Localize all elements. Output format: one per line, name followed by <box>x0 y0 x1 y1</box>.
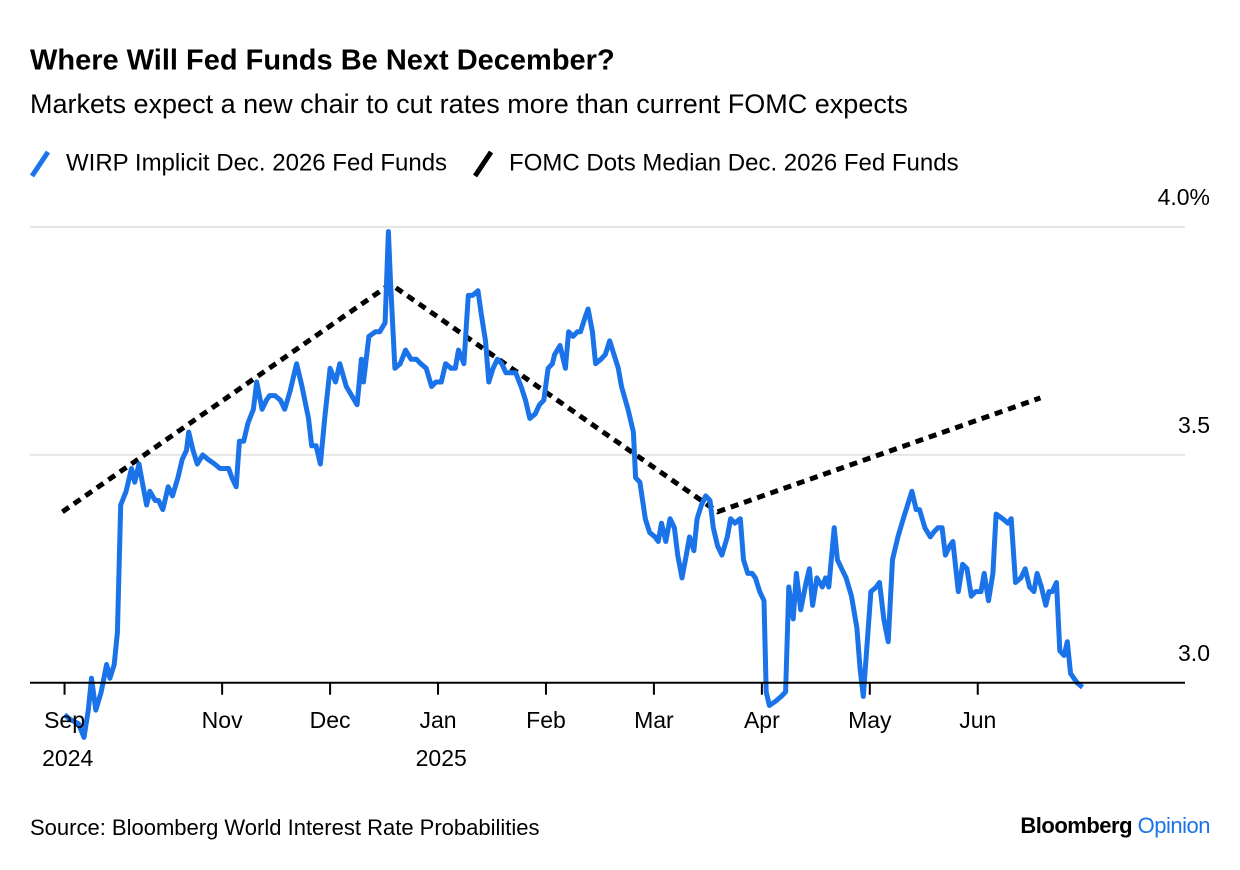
chart-title: Where Will Fed Funds Be Next December? <box>30 45 615 77</box>
chart-subtitle: Markets expect a new chair to cut rates … <box>30 89 908 119</box>
brand-suffix: Opinion <box>1138 813 1210 838</box>
x-tick-label: May <box>848 707 892 733</box>
legend-label: FOMC Dots Median Dec. 2026 Fed Funds <box>509 149 959 176</box>
x-tick-label: Feb <box>526 707 566 733</box>
series-line <box>62 229 1085 740</box>
x-tick-label-line: 2024 <box>36 745 94 771</box>
x-tick-label: Nov <box>202 707 243 733</box>
x-tick-label-line: 2025 <box>409 745 467 771</box>
y-tick-label: 3.0 <box>1178 640 1210 666</box>
x-tick-label: Sep 2024 <box>36 707 94 771</box>
legend: WIRP Implicit Dec. 2026 Fed Funds FOMC Do… <box>29 149 959 178</box>
legend-label: WIRP Implicit Dec. 2026 Fed Funds <box>66 149 447 176</box>
plot-area <box>60 229 1085 740</box>
brand-logo: Bloomberg Opinion <box>1020 813 1210 838</box>
x-tick-label: Jan 2025 <box>409 707 467 771</box>
legend-swatch <box>472 150 494 178</box>
brand-name: Bloomberg <box>1020 813 1132 838</box>
series-line <box>60 281 1042 515</box>
legend-swatch <box>29 150 51 178</box>
source-note: Source: Bloomberg World Interest Rate Pr… <box>30 815 540 840</box>
axes: 3.0 3.5 4.0% Sep 2024 Nov Dec Jan 2025 Feb Mar Ap… <box>30 184 1210 771</box>
y-tick-label: 4.0% <box>1158 184 1210 210</box>
grid <box>30 226 1185 456</box>
x-tick-label: Dec <box>310 707 351 733</box>
x-tick-label-line: Jan <box>419 707 456 733</box>
x-tick-label-line: Sep <box>44 707 85 733</box>
x-tick-label: Mar <box>634 707 674 733</box>
x-tick-label: Apr <box>744 707 780 733</box>
x-tick-label: Jun <box>959 707 996 733</box>
y-tick-label: 3.5 <box>1178 412 1210 438</box>
